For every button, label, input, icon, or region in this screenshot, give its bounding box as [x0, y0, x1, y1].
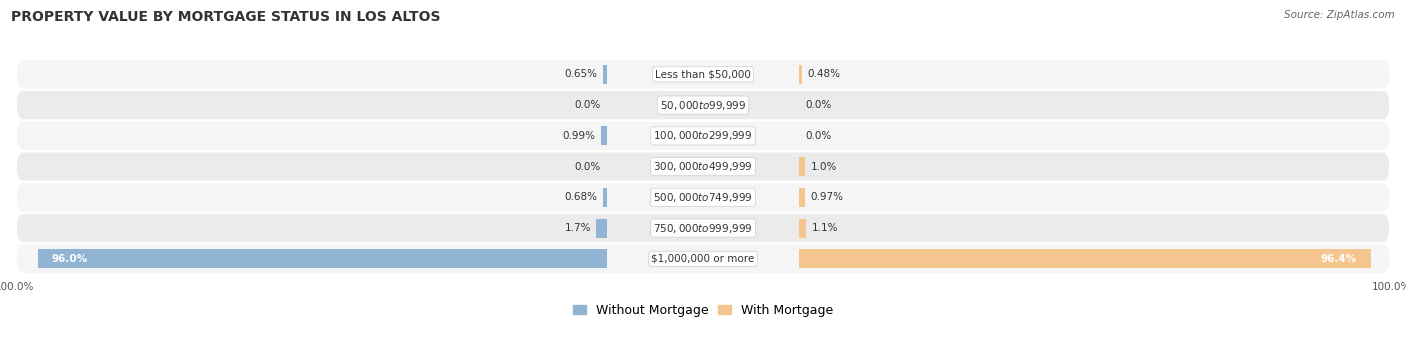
Text: 1.7%: 1.7%: [564, 223, 591, 233]
Text: 0.0%: 0.0%: [806, 131, 831, 141]
FancyBboxPatch shape: [17, 152, 1389, 181]
Text: 96.0%: 96.0%: [52, 254, 87, 264]
Legend: Without Mortgage, With Mortgage: Without Mortgage, With Mortgage: [568, 299, 838, 322]
Text: $300,000 to $499,999: $300,000 to $499,999: [654, 160, 752, 173]
Text: 0.99%: 0.99%: [562, 131, 595, 141]
FancyBboxPatch shape: [17, 122, 1389, 150]
Text: $1,000,000 or more: $1,000,000 or more: [651, 254, 755, 264]
FancyBboxPatch shape: [17, 183, 1389, 211]
Bar: [800, 65, 803, 84]
Text: $50,000 to $99,999: $50,000 to $99,999: [659, 99, 747, 112]
FancyBboxPatch shape: [17, 60, 1389, 88]
Text: $500,000 to $749,999: $500,000 to $749,999: [654, 191, 752, 204]
Bar: [800, 219, 806, 238]
FancyBboxPatch shape: [17, 91, 1389, 119]
Text: $100,000 to $299,999: $100,000 to $299,999: [654, 129, 752, 142]
Text: Less than $50,000: Less than $50,000: [655, 69, 751, 79]
Text: PROPERTY VALUE BY MORTGAGE STATUS IN LOS ALTOS: PROPERTY VALUE BY MORTGAGE STATUS IN LOS…: [11, 10, 440, 24]
Bar: [800, 188, 806, 207]
Text: 0.0%: 0.0%: [575, 100, 600, 110]
Text: 0.48%: 0.48%: [808, 69, 841, 79]
Bar: [603, 188, 606, 207]
Text: 0.68%: 0.68%: [564, 192, 598, 202]
Text: 1.1%: 1.1%: [811, 223, 838, 233]
Text: $750,000 to $999,999: $750,000 to $999,999: [654, 222, 752, 235]
FancyBboxPatch shape: [17, 214, 1389, 242]
FancyBboxPatch shape: [17, 245, 1389, 273]
Text: 0.0%: 0.0%: [806, 100, 831, 110]
Bar: [800, 249, 1371, 268]
Bar: [596, 219, 606, 238]
Bar: [800, 157, 806, 176]
Text: 96.4%: 96.4%: [1320, 254, 1357, 264]
Text: 0.0%: 0.0%: [575, 162, 600, 172]
Text: Source: ZipAtlas.com: Source: ZipAtlas.com: [1284, 10, 1395, 20]
Bar: [38, 249, 606, 268]
Text: 1.0%: 1.0%: [811, 162, 837, 172]
Text: 0.97%: 0.97%: [811, 192, 844, 202]
Bar: [603, 65, 606, 84]
Bar: [600, 126, 606, 146]
Text: 0.65%: 0.65%: [564, 69, 598, 79]
